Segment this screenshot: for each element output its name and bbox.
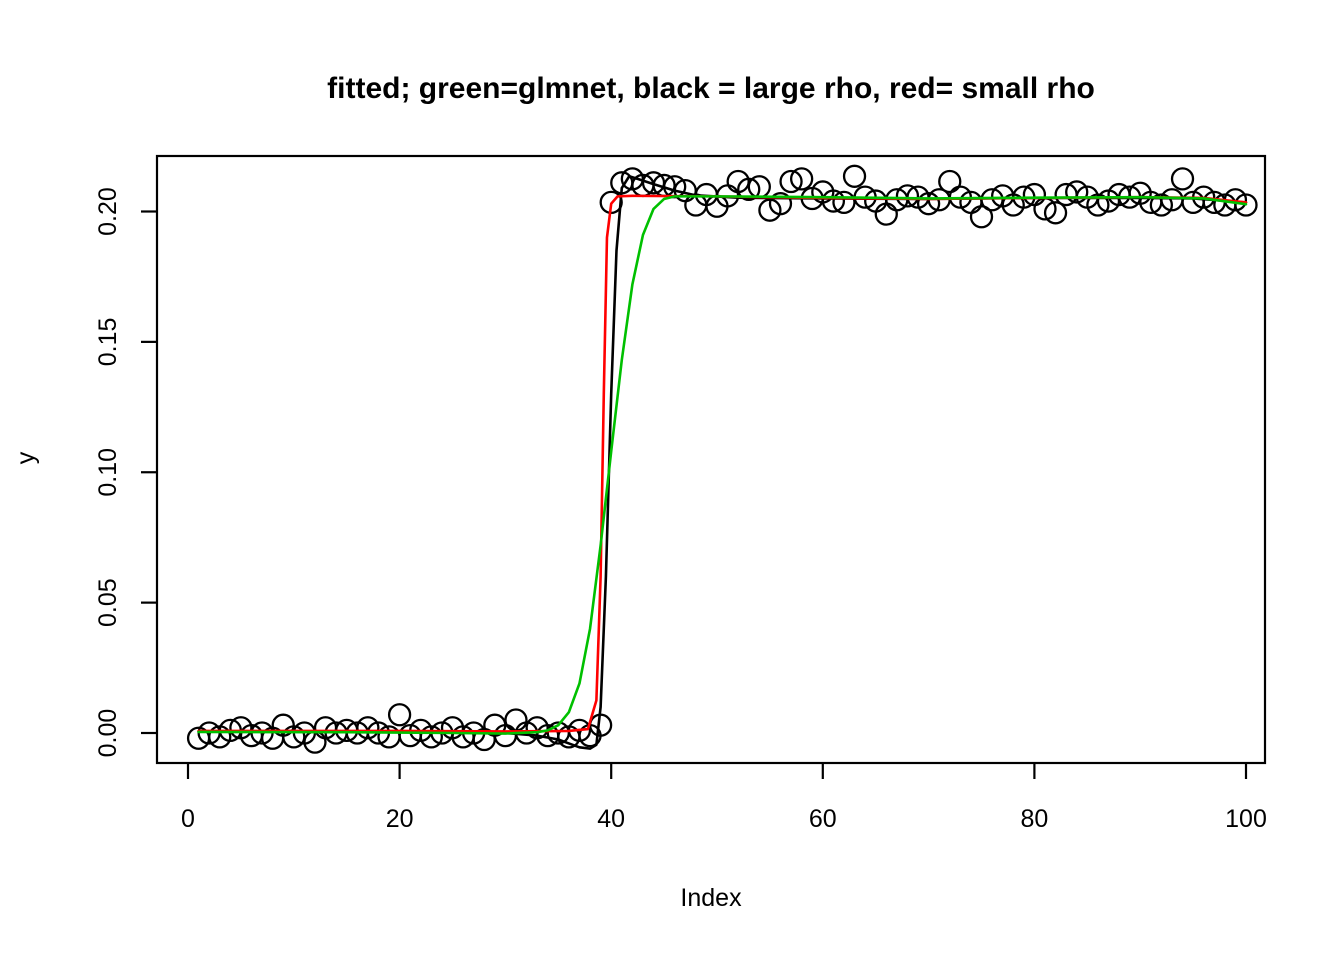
data-point xyxy=(842,164,867,188)
x-axis-label: Index xyxy=(680,884,742,912)
data-point xyxy=(969,205,994,229)
data-point xyxy=(737,177,761,201)
data-point xyxy=(387,703,412,727)
data-point xyxy=(1086,193,1110,217)
x-tick-label: 100 xyxy=(1225,805,1267,833)
data-point xyxy=(1043,201,1068,225)
data-point xyxy=(282,725,306,749)
data-point xyxy=(895,184,920,208)
fit-line-large-rho-fit xyxy=(197,174,1248,750)
data-point xyxy=(789,167,814,191)
data-point xyxy=(916,192,941,216)
data-point xyxy=(1149,193,1174,217)
y-tick-label: 0.15 xyxy=(94,318,122,367)
data-point xyxy=(419,725,443,749)
data-point xyxy=(938,169,962,194)
chart-title: fitted; green=glmnet, black = large rho,… xyxy=(327,72,1095,105)
data-point xyxy=(356,716,380,740)
plot-box xyxy=(155,154,1267,765)
fit-line-glmnet-fit xyxy=(197,195,1248,735)
x-tick-label: 40 xyxy=(597,805,625,833)
y-tick-label: 0.20 xyxy=(94,187,122,236)
x-tick-label: 80 xyxy=(1020,805,1048,833)
y-tick-label: 0.00 xyxy=(94,709,122,758)
data-point xyxy=(1065,180,1089,204)
data-point xyxy=(504,708,528,732)
data-point xyxy=(832,190,856,215)
x-tick-label: 0 xyxy=(181,805,195,833)
data-point xyxy=(1234,193,1258,217)
y-tick-label: 0.10 xyxy=(94,448,122,497)
y-tick-label: 0.05 xyxy=(94,578,122,627)
x-tick-label: 20 xyxy=(386,805,414,833)
data-point xyxy=(874,202,898,226)
data-point xyxy=(1170,167,1195,191)
data-point xyxy=(779,169,803,194)
data-point xyxy=(821,189,846,213)
data-point xyxy=(768,192,793,216)
fit-line-small-rho-fit xyxy=(197,194,1248,733)
data-point xyxy=(980,188,1004,212)
x-tick-label: 60 xyxy=(809,805,837,833)
